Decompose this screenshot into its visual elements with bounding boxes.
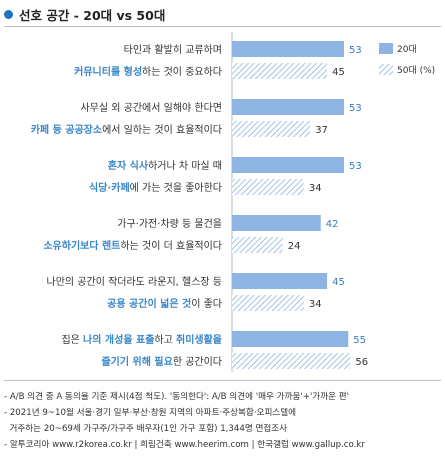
bar-20s [232,41,344,57]
bottom-divider [4,380,441,381]
category-label: 식당·카페에 가는 것을 좋아한다 [89,181,222,194]
footnote-line: - 알투코리아 www.r2korea.co.kr | 희림건축 www.hee… [4,440,365,450]
legend-swatch-20s [379,43,393,54]
category-label: 집은 나의 개성을 표출하고 취미생활을 [61,333,222,346]
top-divider [4,26,441,27]
value-label-50s: 37 [315,125,328,136]
legend-label-20s: 20대 [397,44,417,55]
footnotes: - A/B 의견 중 A 동의율 기준 제시(4점 척도). '동의한다': A… [4,389,442,453]
bar-20s [232,331,349,347]
value-label-20s: 53 [349,103,362,114]
legend-label-50s: 50대 (%) [397,65,435,76]
category-label: 공용 공간이 넓은 것이 좋다 [107,297,222,310]
category-label: 혼자 식사하거나 차 마실 때 [108,159,222,172]
bar-50s [232,179,304,195]
bar-50s [232,121,311,137]
category-label: 타인과 활발히 교류하며 [124,43,222,56]
category-label: 가구·가전·차량 등 물건을 [117,218,222,230]
value-label-50s: 34 [309,183,322,194]
footnote-line: - 2021년 9~10월 서울·경기 일부·부산·창원 지역의 아파트·주상복… [4,408,297,418]
bar-50s [232,353,351,369]
bar-50s [232,237,283,253]
category-label: 사무실 외 공간에서 일해야 한다면 [80,101,222,114]
category-label: 나만의 공간이 작더라도 라운지, 헬스장 등 [47,276,222,288]
value-label-20s: 55 [353,335,366,346]
category-label: 즐기기 위해 필요한 공간이다 [101,355,222,368]
value-label-50s: 56 [355,357,368,368]
value-label-50s: 45 [332,67,345,78]
value-label-20s: 42 [326,219,339,230]
category-label: 카페 등 공공장소에서 일하는 것이 효율적이다 [31,123,222,136]
bar-20s [232,157,344,173]
category-label: 커뮤니티를 형성하는 것이 중요하다 [74,65,222,78]
bar-20s [232,215,321,231]
footnote-line: 거주하는 20~69세 가구주/가구주 배우자(1인 가구 포함) 1,344명… [4,424,288,434]
value-label-20s: 53 [349,45,362,56]
value-label-50s: 24 [288,241,301,252]
bar-50s [232,63,328,79]
value-label-20s: 45 [332,277,345,288]
bar-50s [232,295,304,311]
legend-swatch-50s [379,64,393,75]
chart-title: 선호 공간 - 20대 vs 50대 [19,7,166,23]
value-label-50s: 34 [309,299,322,310]
bar-20s [232,99,344,115]
footnote-line: - A/B 의견 중 A 동의율 기준 제시(4점 척도). '동의한다': A… [4,392,350,402]
title-bullet-icon [4,9,13,19]
value-label-20s: 53 [349,161,362,172]
chart-title-row: 선호 공간 - 20대 vs 50대 [4,4,165,24]
category-label: 소유하기보다 렌트하는 것이 더 효율적이다 [43,239,222,252]
bar-20s [232,273,328,289]
